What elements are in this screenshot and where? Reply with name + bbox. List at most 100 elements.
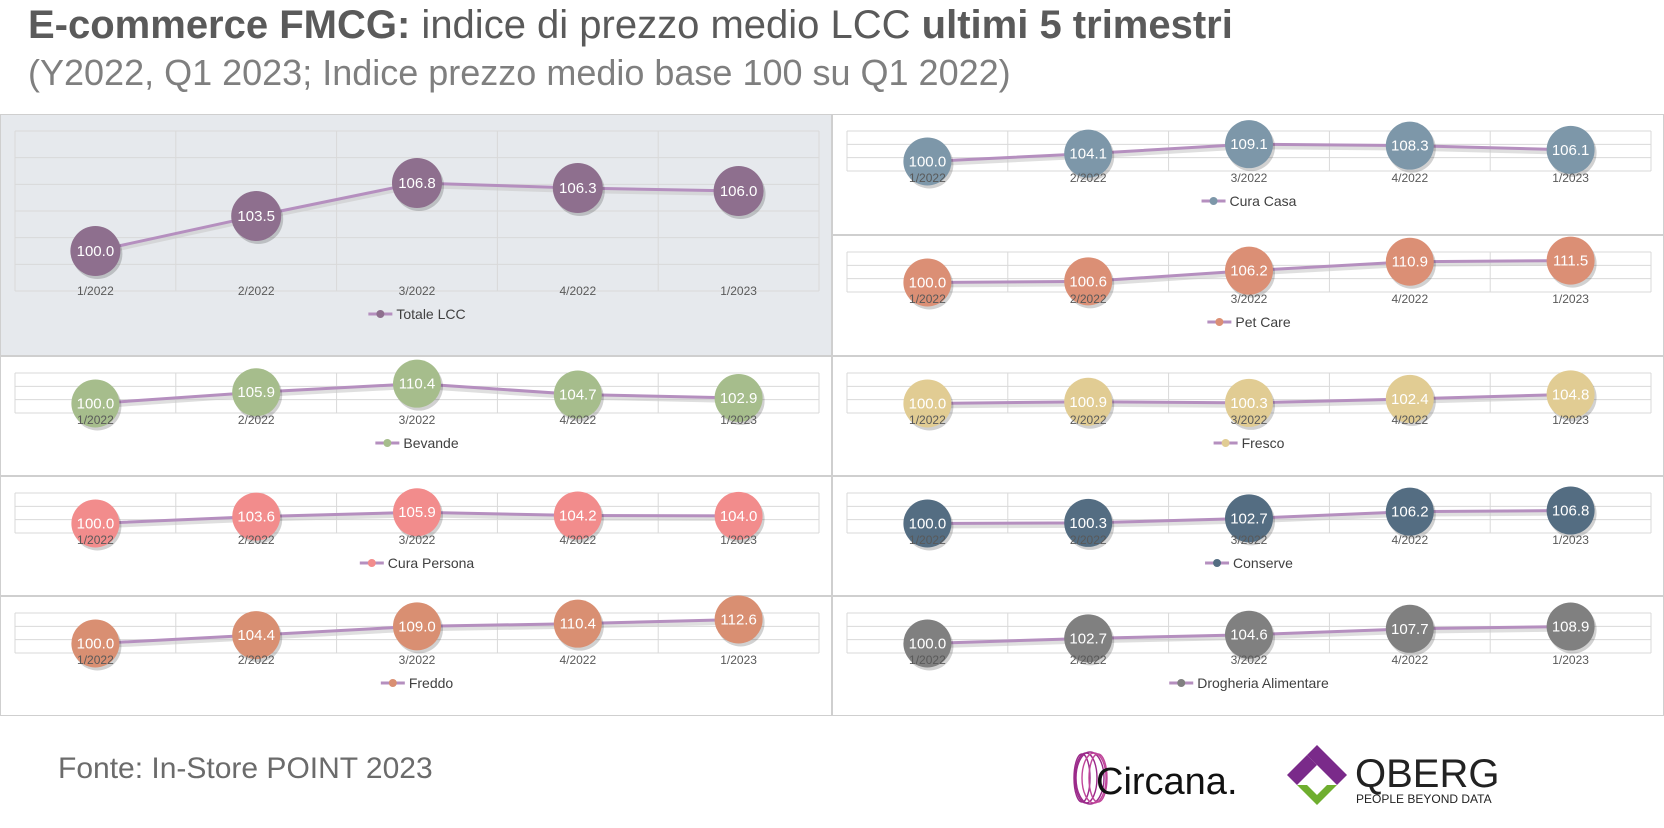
x-tick-label: 4/2022 (1391, 533, 1428, 547)
data-point (903, 258, 952, 307)
legend-label: Cura Casa (1230, 193, 1297, 209)
x-tick-label: 1/2023 (720, 284, 757, 298)
chart-legend: Totale LCC (368, 306, 466, 322)
data-point (553, 491, 602, 540)
data-label: 110.4 (560, 616, 596, 633)
legend-marker (388, 679, 397, 687)
chart-panel-freddo: 100.0 104.4 109.0 110.4 112.6 1/2022 2/2022 3/2… (0, 595, 832, 716)
data-point (903, 619, 952, 668)
x-tick-label: 4/2022 (1391, 413, 1428, 427)
x-tick-label: 3/2022 (399, 284, 436, 298)
data-point (1385, 604, 1434, 653)
data-point (714, 373, 763, 422)
data-label: 100.0 (909, 515, 947, 532)
chart-panel-bevande: 100.0 105.9 110.4 104.7 102.9 1/2022 2/2022 3/2… (0, 356, 832, 476)
chart-panel-cura-persona: 100.0 103.6 105.9 104.2 104.0 1/2022 2/2022 3/2… (0, 476, 832, 596)
chart-drogheria-alimentare: 100.0 102.7 104.6 107.7 108.9 1/2022 2/2022 3/2… (846, 602, 1652, 691)
data-point (1385, 374, 1434, 423)
x-tick-label: 1/2023 (1552, 171, 1589, 185)
chart-legend: Cura Casa (1201, 193, 1297, 209)
data-label: 104.4 (237, 627, 275, 644)
data-point (1546, 486, 1595, 535)
data-point (393, 359, 441, 408)
chart-grid (14, 130, 820, 292)
chart-legend: Cura Persona (359, 555, 475, 571)
data-point (903, 499, 952, 548)
legend-marker (1177, 679, 1186, 687)
legend-marker (383, 439, 392, 447)
legend-label: Cura Persona (388, 555, 475, 571)
legend-label: Freddo (409, 675, 454, 691)
x-tick-label: 1/2022 (909, 292, 946, 306)
data-label: 106.3 (559, 180, 597, 197)
data-point (1064, 377, 1113, 426)
data-point (1225, 378, 1273, 427)
data-point (1546, 236, 1595, 285)
data-label: 106.8 (1552, 503, 1590, 520)
data-point (393, 602, 441, 651)
circana-wordmark: Circana. (1096, 761, 1238, 803)
data-label: 100.0 (77, 243, 115, 260)
data-point (231, 191, 282, 241)
data-label: 105.9 (237, 384, 275, 401)
data-label: 106.2 (1391, 504, 1429, 521)
x-tick-label: 1/2022 (77, 284, 114, 298)
legend-marker (1213, 559, 1222, 567)
chart-bevande: 100.0 105.9 110.4 104.7 102.9 1/2022 2/2022 3/2… (14, 359, 820, 451)
x-tick-label: 1/2022 (909, 653, 946, 667)
data-label: 104.0 (720, 508, 758, 525)
data-label: 109.0 (398, 618, 436, 635)
data-point (1225, 120, 1273, 169)
data-label: 102.4 (1391, 391, 1429, 408)
data-point (553, 599, 602, 648)
x-tick-label: 4/2022 (559, 533, 596, 547)
x-tick-label: 3/2022 (399, 653, 436, 667)
chart-panel-pet-care: 100.0 100.6 106.2 110.9 111.5 1/2022 2/2022 3/2… (832, 235, 1664, 356)
x-tick-label: 1/2022 (77, 533, 114, 547)
legend-label: Bevande (403, 435, 458, 451)
x-tick-label: 1/2022 (909, 171, 946, 185)
data-label: 112.6 (720, 611, 756, 628)
data-label: 108.3 (1391, 138, 1429, 155)
data-label: 109.1 (1230, 136, 1268, 153)
legend-marker (367, 559, 376, 567)
x-tick-label: 1/2022 (77, 413, 114, 427)
data-label: 100.3 (1069, 515, 1107, 532)
data-point (71, 619, 120, 668)
chart-conserve: 100.0 100.3 102.7 106.2 106.8 1/2022 2/2022 3/2… (846, 486, 1652, 571)
data-label: 104.7 (559, 387, 597, 404)
data-label: 100.0 (909, 153, 947, 170)
x-tick-label: 3/2022 (1231, 292, 1268, 306)
data-label: 110.4 (399, 376, 435, 393)
data-point (1385, 121, 1434, 170)
data-label: 102.7 (1069, 630, 1107, 647)
chart-legend: Freddo (380, 675, 454, 691)
data-point (1064, 614, 1113, 663)
chart-panel-fresco: 100.0 100.9 100.3 102.4 104.8 1/2022 2/2022 3/2… (832, 356, 1664, 476)
data-label: 104.8 (1552, 386, 1590, 403)
x-tick-label: 1/2022 (909, 413, 946, 427)
data-point (1385, 487, 1434, 536)
x-tick-label: 1/2022 (77, 653, 114, 667)
chart-panel-conserve: 100.0 100.3 102.7 106.2 106.8 1/2022 2/2022 3/2… (832, 476, 1664, 596)
chart-legend: Conserve (1205, 555, 1293, 571)
data-label: 103.5 (237, 208, 275, 225)
chart-pet-care: 100.0 100.6 106.2 110.9 111.5 1/2022 2/2022 3/2… (846, 236, 1652, 330)
legend-label: Conserve (1233, 555, 1293, 571)
data-label: 107.7 (1391, 621, 1429, 638)
source-note: Fonte: In-Store POINT 2023 (58, 752, 433, 785)
qberg-diamond-icon (1287, 745, 1347, 805)
x-tick-label: 2/2022 (1070, 171, 1107, 185)
data-label: 100.0 (77, 395, 115, 412)
chart-legend: Fresco (1213, 435, 1285, 451)
x-tick-label: 1/2023 (720, 413, 757, 427)
chart-freddo: 100.0 104.4 109.0 110.4 112.6 1/2022 2/2022 3/2… (14, 595, 820, 691)
data-point (552, 163, 603, 213)
legend-label: Pet Care (1235, 314, 1290, 330)
title-mid-part: indice di prezzo medio LCC (410, 3, 922, 47)
qberg-wordmark: QBERG (1355, 752, 1499, 796)
x-tick-label: 4/2022 (559, 284, 596, 298)
data-point (553, 370, 602, 419)
x-tick-label: 2/2022 (238, 533, 275, 547)
x-tick-label: 3/2022 (1231, 653, 1268, 667)
